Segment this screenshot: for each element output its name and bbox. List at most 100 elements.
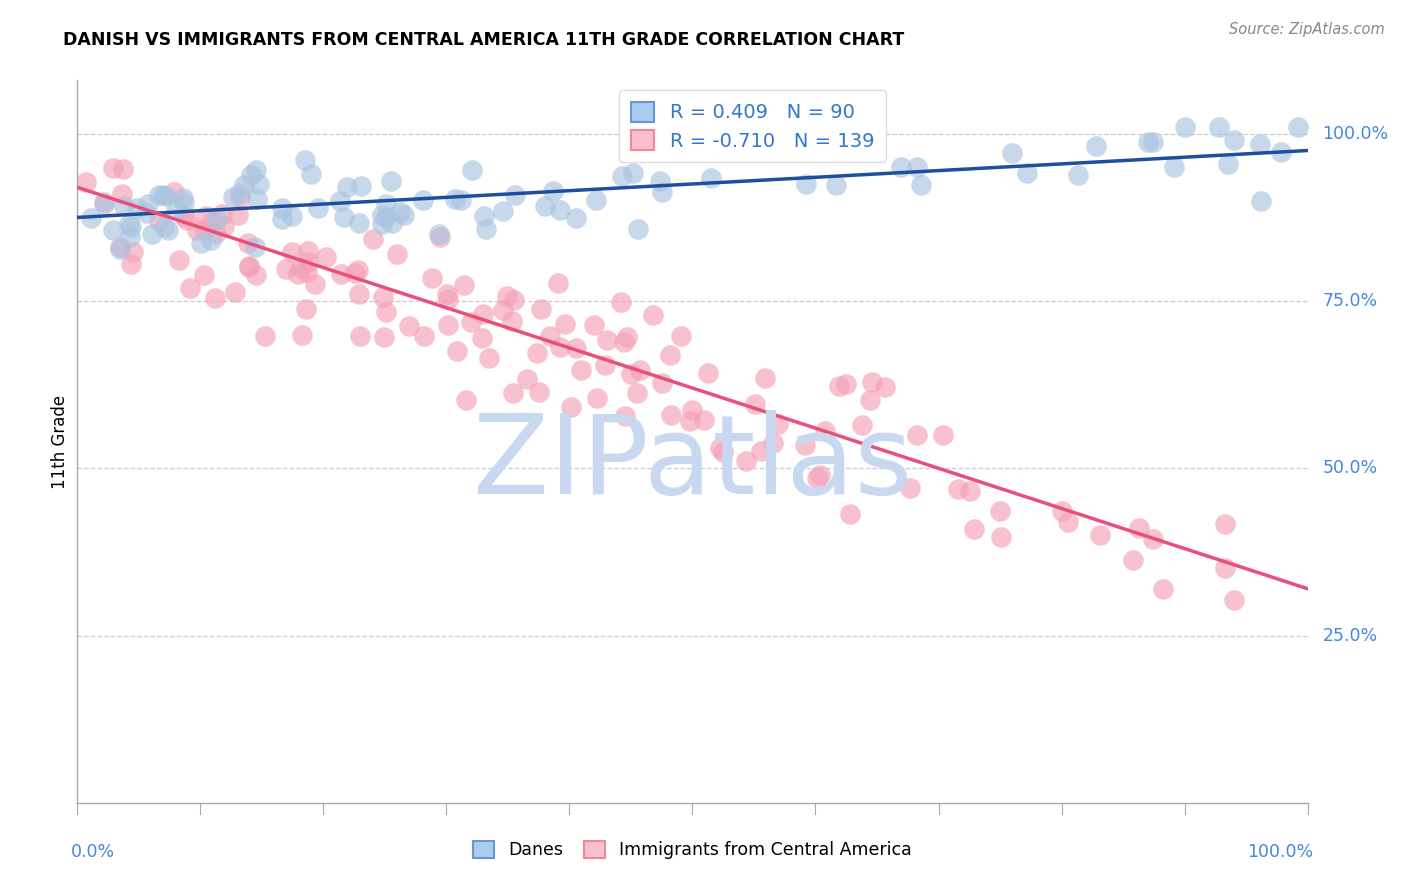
Point — [1250, 136, 1272, 151]
Point — [502, 293, 524, 307]
Point — [120, 220, 142, 235]
Point — [1001, 146, 1024, 161]
Point — [1137, 135, 1160, 149]
Point — [172, 191, 194, 205]
Point — [754, 371, 776, 385]
Point — [118, 217, 141, 231]
Point — [496, 288, 519, 302]
Point — [1213, 517, 1236, 532]
Point — [550, 202, 572, 217]
Point — [565, 341, 588, 355]
Point — [946, 483, 969, 497]
Point — [281, 244, 304, 259]
Point — [329, 194, 352, 208]
Text: ZIPatlas: ZIPatlas — [472, 409, 912, 516]
Point — [93, 194, 115, 209]
Point — [1142, 532, 1164, 546]
Point — [93, 197, 115, 211]
Point — [526, 346, 548, 360]
Point — [111, 162, 134, 177]
Point — [806, 471, 828, 485]
Point — [190, 236, 212, 251]
Point — [332, 211, 354, 225]
Text: 100.0%: 100.0% — [1323, 125, 1389, 143]
Point — [1250, 194, 1272, 208]
Point — [516, 372, 538, 386]
Point — [454, 392, 477, 407]
Point — [371, 290, 394, 304]
Point — [165, 202, 187, 217]
Y-axis label: 11th Grade: 11th Grade — [51, 394, 69, 489]
Point — [247, 177, 270, 191]
Point — [238, 260, 260, 274]
Point — [294, 301, 316, 316]
Point — [420, 270, 443, 285]
Point — [873, 380, 896, 394]
Point — [839, 508, 862, 522]
Point — [554, 317, 576, 331]
Point — [1152, 582, 1174, 596]
Point — [1223, 592, 1246, 607]
Text: Source: ZipAtlas.com: Source: ZipAtlas.com — [1229, 22, 1385, 37]
Point — [429, 227, 451, 241]
Point — [963, 522, 986, 536]
Point — [620, 367, 643, 381]
Point — [238, 260, 260, 274]
Point — [471, 307, 494, 321]
Point — [749, 443, 772, 458]
Point — [503, 187, 526, 202]
Point — [270, 201, 292, 215]
Point — [658, 348, 681, 362]
Point — [349, 216, 371, 230]
Point — [371, 208, 394, 222]
Point — [136, 196, 159, 211]
Point — [374, 304, 396, 318]
Point — [538, 329, 561, 343]
Point — [1208, 120, 1230, 135]
Point — [270, 211, 292, 226]
Point — [350, 179, 373, 194]
Point — [245, 268, 267, 283]
Point — [389, 204, 412, 219]
Point — [1213, 561, 1236, 575]
Point — [1050, 503, 1073, 517]
Point — [460, 315, 482, 329]
Point — [287, 267, 309, 281]
Point — [336, 180, 359, 194]
Point — [155, 189, 177, 203]
Point — [910, 178, 932, 193]
Point — [297, 244, 319, 259]
Point — [450, 193, 472, 207]
Point — [412, 328, 434, 343]
Point — [1121, 553, 1143, 567]
Point — [240, 168, 263, 182]
Point — [859, 392, 882, 407]
Point — [932, 428, 955, 442]
Point — [236, 236, 259, 251]
Point — [582, 318, 605, 333]
Point — [429, 229, 451, 244]
Point — [1056, 515, 1078, 529]
Point — [111, 187, 134, 202]
Point — [593, 359, 616, 373]
Point — [101, 161, 124, 176]
Point — [988, 503, 1011, 517]
Point — [214, 219, 236, 234]
Point — [446, 344, 468, 359]
Point — [560, 400, 582, 414]
Point — [186, 223, 208, 237]
Point — [108, 242, 131, 256]
Point — [990, 530, 1012, 544]
Point — [299, 167, 322, 181]
Point — [905, 160, 928, 174]
Point — [530, 301, 553, 316]
Point — [295, 265, 318, 279]
Point — [344, 266, 367, 280]
Point — [744, 397, 766, 411]
Point — [387, 247, 409, 261]
Point — [502, 386, 524, 401]
Text: 25.0%: 25.0% — [1323, 626, 1378, 645]
Point — [595, 333, 617, 347]
Point — [671, 329, 693, 343]
Point — [224, 285, 246, 300]
